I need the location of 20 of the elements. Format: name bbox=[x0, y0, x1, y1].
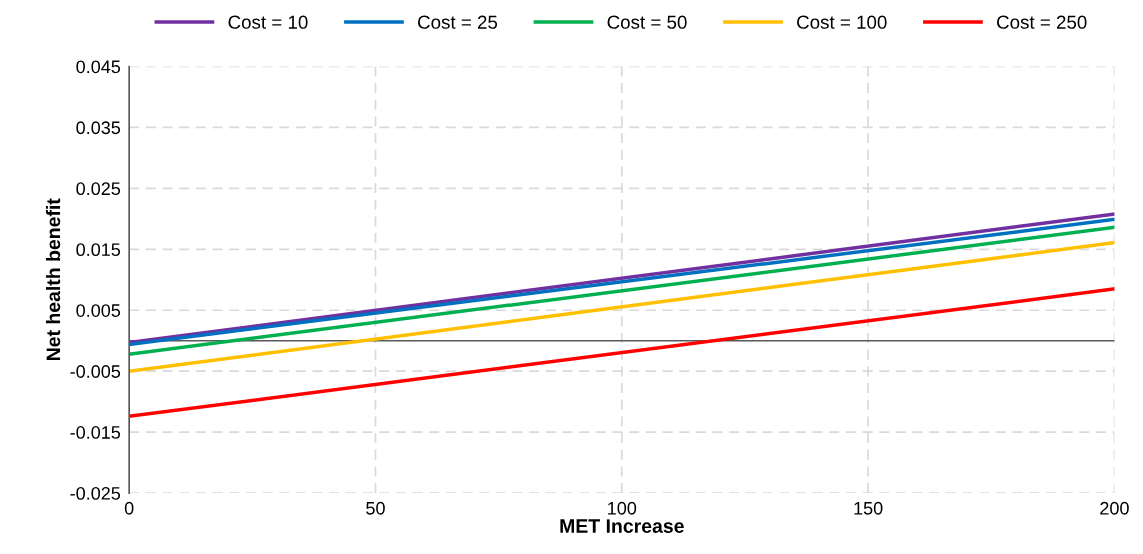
y-tick-label: 0.015 bbox=[76, 243, 121, 257]
y-tick-label: -0.025 bbox=[70, 486, 121, 500]
legend-label: Cost = 100 bbox=[797, 15, 887, 29]
legend-label: Cost = 250 bbox=[997, 15, 1087, 29]
x-tick-label: 0 bbox=[124, 501, 134, 515]
legend-label: Cost = 25 bbox=[418, 15, 498, 29]
x-tick-label: 50 bbox=[366, 501, 385, 515]
y-tick-label: 0.035 bbox=[76, 121, 121, 135]
legend-label: Cost = 10 bbox=[228, 15, 308, 29]
y-tick-label: 0.025 bbox=[76, 182, 121, 196]
y-tick-label: 0.045 bbox=[76, 60, 121, 74]
x-tick-label: 200 bbox=[1100, 501, 1129, 515]
legend-label: Cost = 50 bbox=[607, 15, 687, 29]
y-tick-label: 0.005 bbox=[76, 304, 121, 317]
y-tick-label: -0.015 bbox=[70, 426, 121, 439]
x-tick-label: 150 bbox=[854, 501, 883, 515]
y-tick-label: -0.005 bbox=[70, 365, 121, 378]
x-axis-title: MET Increase bbox=[560, 519, 684, 533]
x-tick-label: 100 bbox=[608, 501, 637, 515]
y-axis-title: Net health benefit bbox=[45, 198, 61, 361]
